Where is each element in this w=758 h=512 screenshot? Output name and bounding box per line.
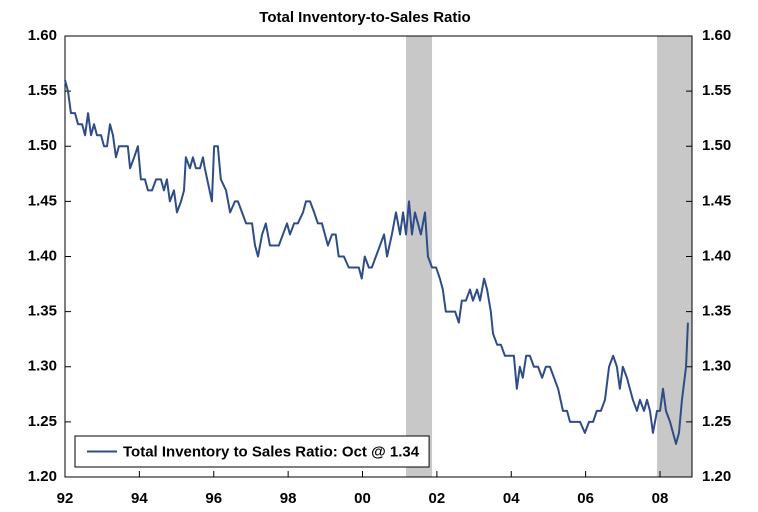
y-tick-label: 1.30 xyxy=(28,358,57,375)
y-tick-label: 1.45 xyxy=(28,192,57,209)
y2-tick-label: 1.60 xyxy=(702,27,731,44)
series-line xyxy=(64,79,689,445)
y-tick-label: 1.55 xyxy=(28,82,57,99)
plot-frame xyxy=(64,35,693,478)
y2-tick-label: 1.20 xyxy=(702,468,731,485)
y2-tick-label: 1.50 xyxy=(702,137,731,154)
x-tick-label: 06 xyxy=(577,490,594,507)
y-tick-label: 1.50 xyxy=(28,137,57,154)
legend-label: Total Inventory to Sales Ratio: Oct @ 1.… xyxy=(123,443,420,460)
y-tick-label: 1.35 xyxy=(28,303,57,320)
y-tick-label: 1.25 xyxy=(28,413,57,430)
y-tick-label: 1.60 xyxy=(28,27,57,44)
y2-tick-label: 1.40 xyxy=(702,247,731,264)
y2-tick-label: 1.35 xyxy=(702,303,731,320)
x-tick-label: 92 xyxy=(57,490,74,507)
chart-title: Total Inventory-to-Sales Ratio xyxy=(259,9,470,26)
y-tick-label: 1.20 xyxy=(28,468,57,485)
y2-tick-label: 1.30 xyxy=(702,358,731,375)
x-tick-label: 00 xyxy=(354,490,371,507)
y2-tick-label: 1.45 xyxy=(702,192,731,209)
x-tick-label: 96 xyxy=(205,490,222,507)
x-tick-label: 04 xyxy=(503,490,520,507)
x-tick-label: 02 xyxy=(429,490,446,507)
y2-tick-label: 1.55 xyxy=(702,82,731,99)
y2-tick-label: 1.25 xyxy=(702,413,731,430)
x-tick-label: 08 xyxy=(652,490,669,507)
legend-box xyxy=(74,435,430,468)
y-tick-label: 1.40 xyxy=(28,247,57,264)
x-tick-label: 98 xyxy=(280,490,297,507)
x-tick-label: 94 xyxy=(131,490,148,507)
